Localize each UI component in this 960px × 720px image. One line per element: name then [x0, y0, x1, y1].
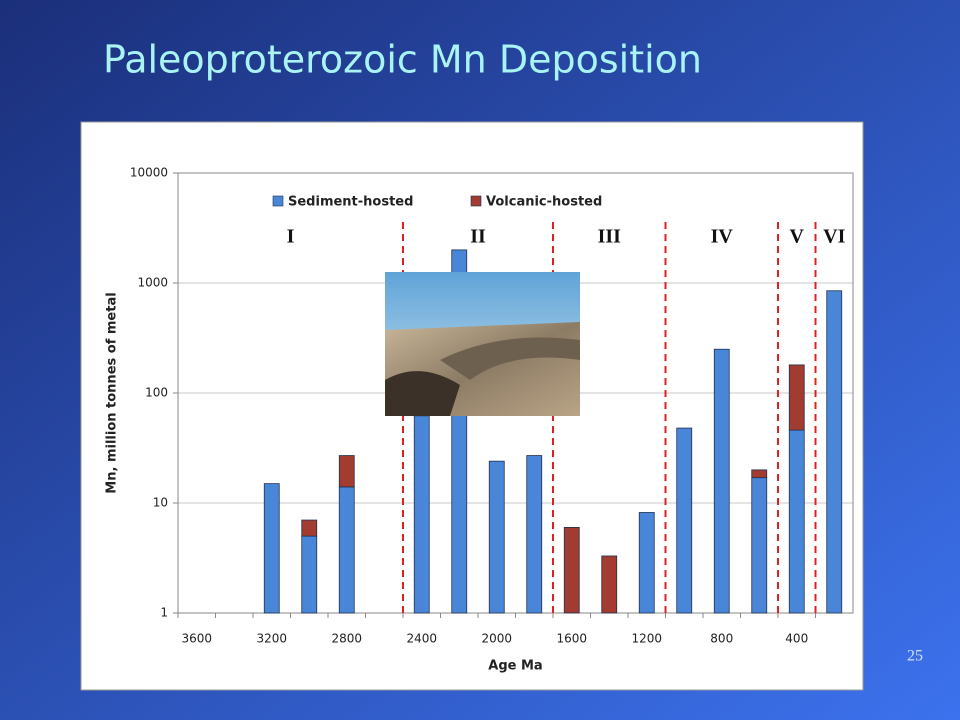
photo-pit	[440, 337, 580, 380]
bar	[526, 455, 543, 614]
y-axis-title: Mn, million tonnes of metal	[105, 292, 120, 493]
photo	[385, 272, 580, 416]
legend-label: Volcanic-hosted	[486, 195, 602, 210]
bar	[638, 512, 655, 614]
x-tick-label: 2400	[406, 632, 437, 646]
page-number: 25	[907, 648, 923, 665]
bar	[338, 455, 355, 488]
y-tick-label: 10	[153, 496, 168, 510]
x-tick-label: 2000	[481, 632, 512, 646]
x-tick-label: 2800	[331, 632, 362, 646]
x-tick-label: 3600	[181, 632, 212, 646]
bar	[751, 477, 768, 614]
y-tick-label: 1	[160, 606, 168, 620]
y-tick-label: 10000	[130, 166, 168, 180]
y-tick-label: 100	[145, 386, 168, 400]
x-tick-label: 400	[785, 632, 808, 646]
photo-shadow	[385, 371, 460, 416]
bar	[488, 460, 505, 614]
legend-swatch	[470, 195, 482, 207]
bar	[563, 527, 580, 614]
bar	[788, 364, 805, 431]
bar	[263, 483, 280, 614]
legend-swatch	[272, 195, 284, 207]
slide-title: Paleoproterozoic Mn Deposition	[103, 38, 702, 82]
bar	[413, 415, 430, 614]
bar	[788, 429, 805, 614]
x-tick-label: 800	[710, 632, 733, 646]
bar	[301, 535, 318, 614]
bar	[826, 290, 843, 614]
period-label: I	[287, 226, 295, 248]
bar	[713, 348, 730, 614]
bar	[601, 555, 618, 614]
period-label: IV	[711, 226, 734, 248]
bar	[301, 519, 318, 537]
y-tick-label: 1000	[137, 276, 168, 290]
bar	[338, 486, 355, 614]
period-label: III	[598, 226, 622, 248]
x-tick-label: 1600	[556, 632, 587, 646]
period-label: VI	[823, 226, 845, 248]
x-tick-label: 1200	[631, 632, 662, 646]
period-label: V	[790, 226, 805, 248]
x-tick-label: 3200	[256, 632, 287, 646]
x-axis-title: Age Ma	[488, 659, 542, 674]
period-label: II	[470, 226, 486, 248]
legend-label: Sediment-hosted	[288, 195, 413, 210]
chart: 1 10 100 1000 10000 3600 3200 2800 2400 2000 1600 1…	[105, 166, 854, 674]
bar	[676, 427, 693, 614]
bar	[751, 469, 768, 479]
